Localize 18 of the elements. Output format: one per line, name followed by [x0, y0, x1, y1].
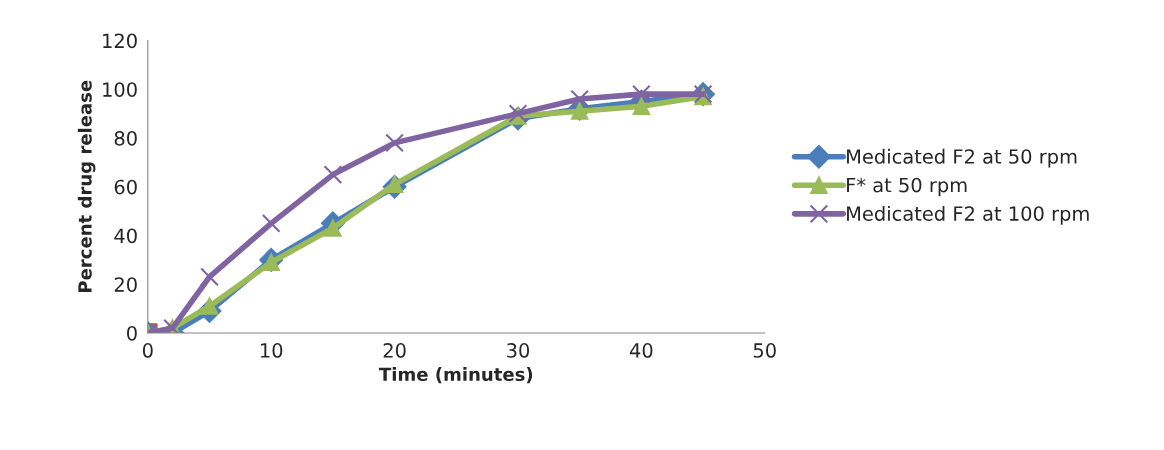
x-axis-title: Time (minutes): [379, 367, 533, 384]
y-tick-label: 100: [103, 82, 137, 97]
legend-label: F* at 50 rpm: [847, 177, 967, 197]
y-tick-label: 40: [114, 228, 137, 244]
y-tick-label: 80: [114, 130, 137, 146]
x-tick-label: 10: [260, 343, 283, 358]
x-tick-label: 20: [383, 343, 406, 358]
x-tick-label: 30: [507, 343, 530, 358]
y-tick-label: 0: [127, 325, 137, 341]
y-tick-label: 60: [114, 179, 137, 195]
y-tick-label: 120: [103, 33, 137, 49]
x-tick-label: 50: [753, 343, 776, 358]
y-tick-label: 20: [114, 277, 137, 292]
legend-label: Medicated F2 at 100 rpm: [847, 205, 1089, 225]
y-axis-title: Percent drug release: [77, 80, 96, 292]
x-tick-label: 40: [629, 343, 653, 358]
legend-label: Medicated F2 at 50 rpm: [847, 148, 1077, 168]
x-tick-label: 0: [142, 343, 153, 358]
